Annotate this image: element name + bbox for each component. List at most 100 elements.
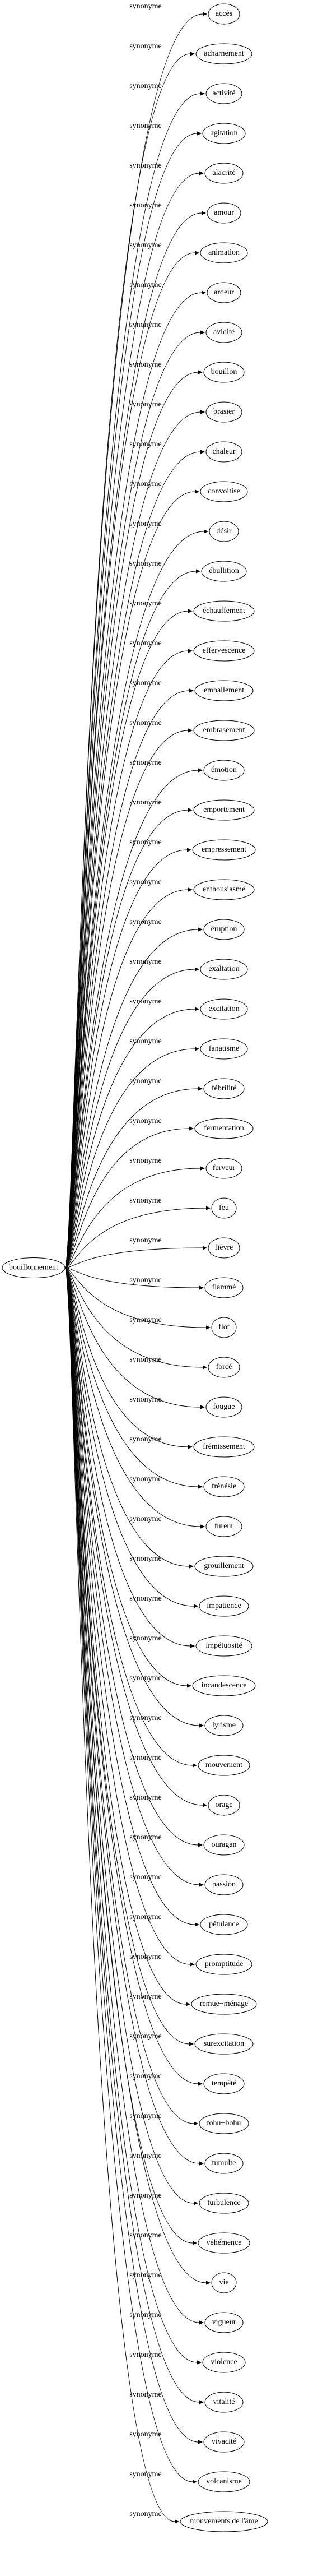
leaf-label-grouillement: grouillement [204,1562,244,1570]
root-node-label: bouillonnement [9,1264,58,1272]
arrowhead-fermentation [189,1126,194,1130]
edge-label-tempete: synonyme [129,2072,162,2080]
leaf-label-vehemence: véhémence [207,2239,242,2247]
arrowhead-fougue [200,1405,205,1409]
leaf-label-enthousiasme: enthousiasmé [203,885,245,894]
edge-label-grouillement: synonyme [129,1555,162,1563]
edge-label-alacrite: synonyme [129,161,162,170]
arrowhead-alacrite [199,171,204,175]
leaf-label-incandescence: incandescence [202,1681,247,1690]
arrowhead-amour [202,211,206,215]
edge-label-fureur: synonyme [129,1515,162,1523]
edge-label-echauffement: synonyme [129,599,162,608]
leaf-label-tempete: tempêté [212,2079,236,2088]
edge-label-agitation: synonyme [129,122,162,130]
leaf-label-orage: orage [215,1801,232,1809]
edge-agitation [65,133,197,1268]
leaf-label-fureur: fureur [214,1522,234,1530]
leaf-label-ouragan: ouragan [211,1840,236,1849]
leaf-label-acces: accès [216,10,232,18]
edge-enthousiasme [65,890,188,1268]
leaf-label-avidite: avidité [213,328,235,336]
leaf-label-brasier: brasier [213,408,235,416]
edge-label-force: synonyme [129,1356,162,1364]
arrowhead-acharnement [190,52,195,56]
edge-label-remue-menage: synonyme [129,1992,162,2001]
arrowhead-emballement [189,688,194,692]
edge-label-fermentation: synonyme [129,1117,162,1125]
edge-label-febrilite: synonyme [129,1077,162,1085]
arrowhead-grouillement [189,1564,194,1568]
arrowhead-enthousiasme [188,887,193,891]
edge-label-impetuosite: synonyme [129,1634,162,1643]
edge-label-ebullition: synonyme [129,559,162,568]
leaf-label-emotion: émotion [211,766,237,774]
leaf-label-alacrite: alacrité [212,169,235,177]
arrowhead-violence [197,2360,202,2364]
leaf-label-mouvement: mouvement [205,1761,242,1769]
leaf-label-excitation: excitation [208,1005,239,1013]
edge-label-avidite: synonyme [129,321,162,329]
leaf-label-flot: flot [218,1323,230,1331]
leaf-label-impatience: impatience [207,1602,241,1610]
leaf-label-animation: animation [208,248,240,257]
arrowhead-febrilite [198,1086,203,1090]
edge-label-embrasement: synonyme [129,719,162,727]
arrowhead-convoitise [195,489,199,493]
arrowhead-flot [206,1325,211,1329]
leaf-label-fermentation: fermentation [204,1124,244,1132]
edge-label-volcanisme: synonyme [129,2470,162,2478]
edge-label-fanatisme: synonyme [129,1037,162,1046]
edge-label-frenesie: synonyme [129,1475,162,1483]
leaf-label-passion: passion [212,1880,236,1889]
arrowhead-echauffement [188,609,193,613]
arrowhead-ardeur [202,290,206,294]
edge-label-flot: synonyme [129,1316,162,1324]
arrowhead-effervescence [188,649,193,653]
edge-label-promptitude: synonyme [129,1953,162,1961]
arrowhead-frenesie [198,1484,203,1488]
arrowhead-promptitude [190,1962,195,1966]
edge-label-flamme: synonyme [129,1276,162,1284]
leaf-label-emportement: emportement [203,806,245,814]
edge-label-bouillon: synonyme [129,360,162,369]
leaf-label-febrilite: fébrilité [212,1084,236,1093]
arrowhead-emotion [198,768,203,772]
leaf-label-bouillon: bouillon [211,368,237,376]
leaf-label-effervescence: effervescence [203,646,246,655]
edge-fermentation [65,1129,189,1268]
leaf-label-fremissement: frémissement [203,1442,245,1451]
edge-label-vigueur: synonyme [129,2311,162,2319]
arrowhead-chaleur [200,450,205,454]
edges-group: synonyme synonyme synonyme synonyme synonyme… [65,2,211,2524]
edge-label-mouvements-ame: synonyme [129,2510,162,2518]
leaf-label-echauffement: échauffement [203,607,245,615]
leaf-label-violence: violence [211,2358,237,2366]
leaf-label-emballement: emballement [204,686,244,695]
leaf-label-vie: vie [219,2278,228,2287]
leaf-label-desir: désir [216,527,232,535]
leaf-label-petulance: pétulance [209,1920,239,1928]
arrowhead-exaltation [195,967,199,971]
edge-label-excitation: synonyme [129,997,162,1006]
edge-label-eruption: synonyme [129,918,162,926]
edge-label-desir: synonyme [129,520,162,528]
arrowhead-flamme [199,1285,204,1289]
leaf-label-promptitude: promptitude [205,1960,243,1968]
edge-label-violence: synonyme [129,2351,162,2359]
edge-label-ferveur: synonyme [129,1157,162,1165]
arrowhead-lyrisme [199,1723,204,1727]
arrowhead-fremissement [188,1445,193,1449]
leaf-label-force: forcé [216,1363,232,1371]
edge-label-effervescence: synonyme [129,639,162,648]
edge-fievre [65,1248,203,1268]
leaf-label-acharnement: acharnement [204,49,244,58]
arrowhead-passion [199,1883,204,1886]
arrowhead-impetuosite [190,1644,195,1648]
edge-label-tumulte: synonyme [129,2152,162,2160]
leaf-label-fanatisme: fanatisme [209,1044,239,1053]
arrowhead-vigueur [199,2320,204,2324]
leaf-label-empressement: empressement [202,845,246,854]
leaf-label-activite: activité [212,89,235,98]
edge-mouvements-ame [65,1268,175,2522]
